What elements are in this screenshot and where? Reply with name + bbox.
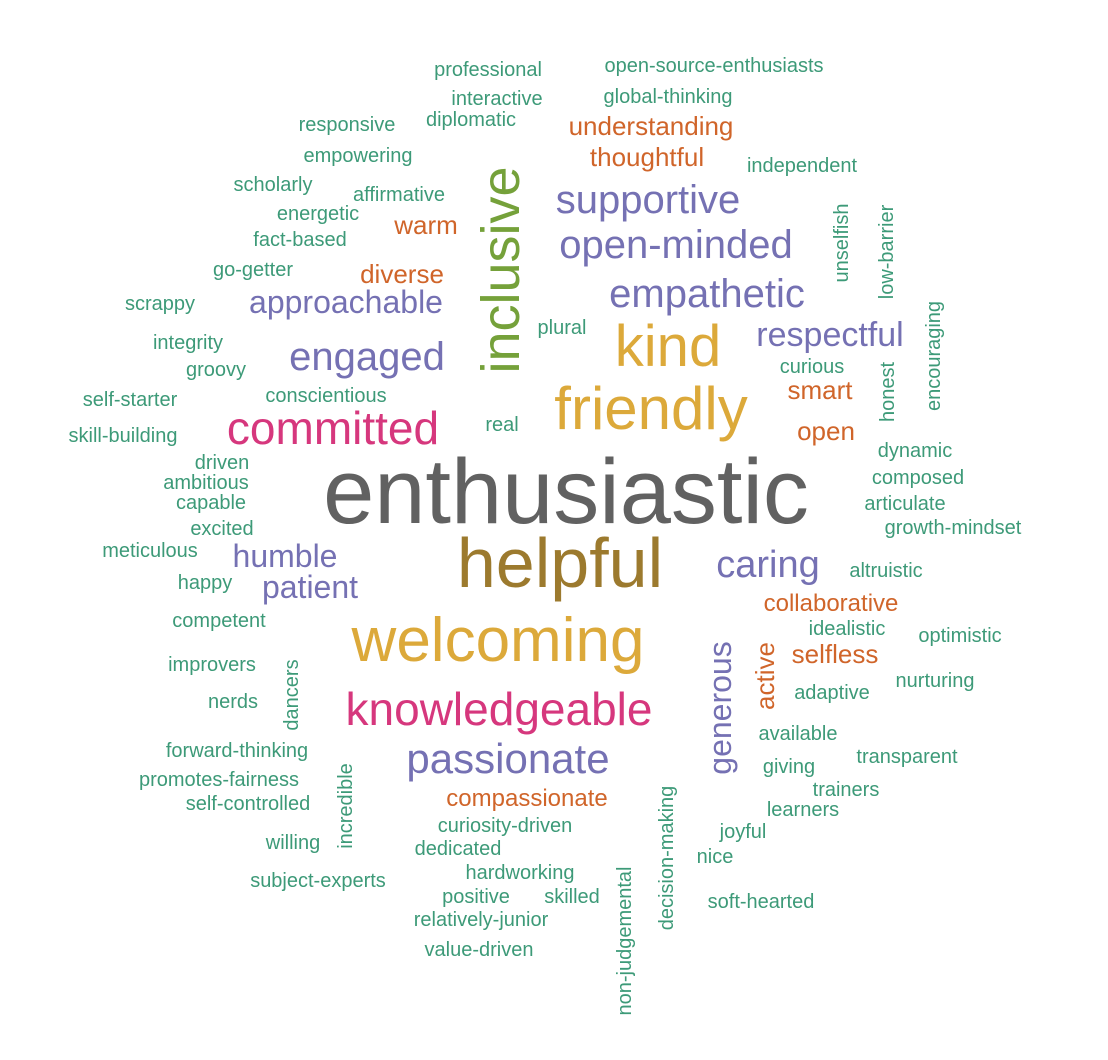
word-groovy: groovy [185,359,247,381]
word-understanding: understanding [568,111,734,141]
word-conscientious: conscientious [265,385,387,407]
word-value-driven: value-driven [424,939,534,961]
word-respectful: respectful [756,316,904,354]
word-excited: excited [190,518,254,540]
word-honest: honest [877,361,899,423]
word-affirmative: affirmative [353,184,445,206]
word-open: open [797,416,855,446]
word-diverse: diverse [360,259,444,289]
word-nurturing: nurturing [895,670,975,692]
word-adaptive: adaptive [794,682,870,704]
word-nice: nice [696,846,734,868]
word-independent: independent [746,155,858,177]
word-real: real [485,414,519,436]
word-passionate: passionate [406,735,610,782]
word-professional: professional [434,59,542,81]
word-active: active [750,642,780,710]
word-thoughtful: thoughtful [589,142,705,172]
word-decision-making: decision-making [656,785,678,931]
word-articulate: articulate [864,493,946,515]
word-low-barrier: low-barrier [876,204,898,300]
word-composed: composed [871,467,965,489]
word-competent: competent [172,610,266,632]
word-curiosity-driven: curiosity-driven [437,815,573,837]
word-curious: curious [779,356,845,378]
word-kind: kind [614,314,722,379]
word-enthusiastic: enthusiastic [323,441,809,543]
word-subject-experts: subject-experts [250,870,386,892]
word-driven: driven [194,452,250,474]
word-meticulous: meticulous [102,540,198,562]
word-available: available [758,723,838,745]
word-incredible: incredible [335,763,357,849]
word-nerds: nerds [207,691,259,713]
word-capable: capable [175,492,247,514]
word-welcoming: welcoming [351,606,645,675]
word-dancers: dancers [281,659,303,731]
word-integrity: integrity [152,332,224,354]
word-global-thinking: global-thinking [603,86,733,108]
word-inclusive: inclusive [471,166,531,374]
word-supportive: supportive [555,178,741,222]
word-unselfish: unselfish [831,203,853,283]
word-self-controlled: self-controlled [185,793,311,815]
word-encouraging: encouraging [923,300,945,412]
word-patient: patient [261,569,359,605]
word-engaged: engaged [289,335,445,379]
word-caring: caring [716,544,820,586]
word-empowering: empowering [303,145,413,167]
word-humble: humble [232,538,338,574]
word-friendly: friendly [554,375,748,442]
word-promotes-fairness: promotes-fairness [138,769,300,791]
word-fact-based: fact-based [253,229,347,251]
word-hardworking: hardworking [465,862,575,884]
word-scholarly: scholarly [233,174,313,196]
word-skill-building: skill-building [68,425,178,447]
word-helpful: helpful [456,524,664,602]
word-smart: smart [787,375,853,405]
word-improvers: improvers [168,654,256,676]
word-optimistic: optimistic [918,625,1002,647]
word-responsive: responsive [298,114,396,136]
word-relatively-junior: relatively-junior [413,909,549,931]
word-open-minded: open-minded [559,223,793,267]
word-selfless: selfless [791,639,879,669]
word-trainers: trainers [812,779,880,801]
word-empathetic: empathetic [609,272,805,316]
word-committed: committed [226,402,440,454]
word-transparent: transparent [856,746,958,768]
word-collaborative: collaborative [763,590,899,617]
word-forward-thinking: forward-thinking [165,740,309,762]
word-growth-mindset: growth-mindset [884,517,1022,539]
word-knowledgeable: knowledgeable [345,683,653,735]
word-ambitious: ambitious [163,472,249,494]
word-go-getter: go-getter [212,259,294,281]
word-compassionate: compassionate [446,785,608,812]
word-giving: giving [762,756,816,778]
word-altruistic: altruistic [849,560,923,582]
word-self-starter: self-starter [82,389,178,411]
word-joyful: joyful [719,821,767,843]
word-diplomatic: diplomatic [425,109,517,131]
word-dynamic: dynamic [877,440,953,462]
word-approachable: approachable [249,284,443,320]
word-skilled: skilled [544,886,600,908]
word-interactive: interactive [451,88,543,110]
word-willing: willing [265,832,321,854]
word-non-judgemental: non-judgemental [614,866,636,1016]
word-positive: positive [442,886,510,908]
word-plural: plural [537,317,587,339]
word-dedicated: dedicated [414,838,502,860]
word-warm: warm [394,210,458,240]
word-generous: generous [702,641,738,775]
word-soft-hearted: soft-hearted [707,891,815,913]
word-energetic: energetic [276,203,360,225]
word-open-source-enthusiasts: open-source-enthusiasts [604,55,824,77]
word-scrappy: scrappy [124,293,196,315]
word-idealistic: idealistic [808,618,886,640]
word-happy: happy [177,572,233,594]
word-learners: learners [766,799,840,821]
